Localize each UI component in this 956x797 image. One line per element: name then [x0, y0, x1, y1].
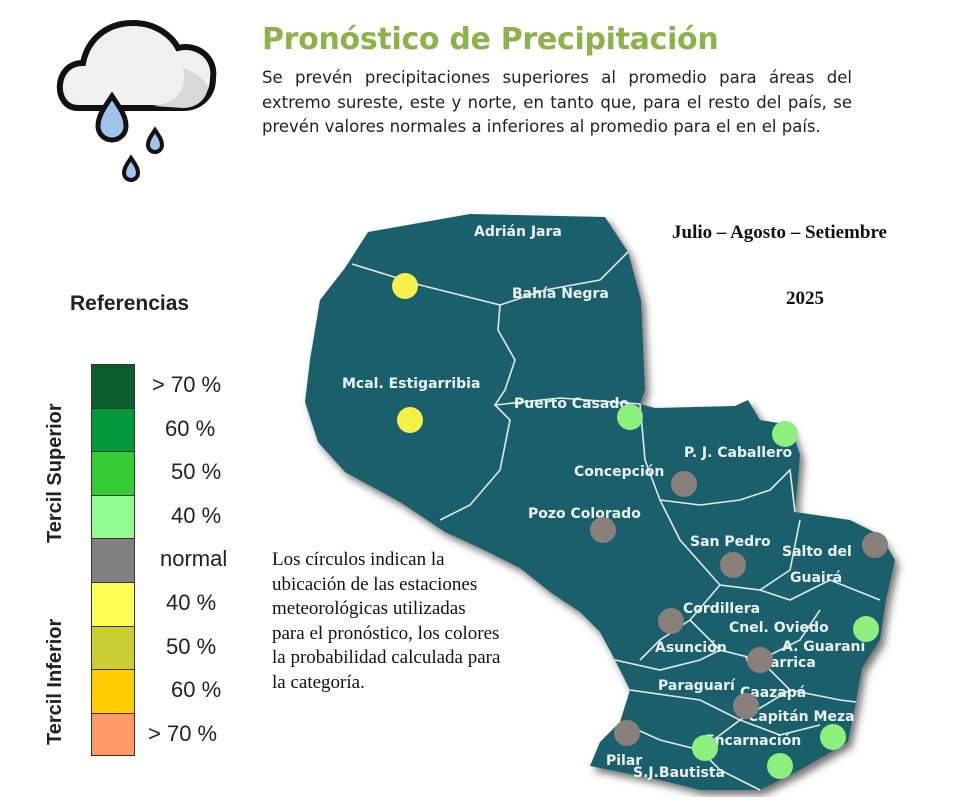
map-outline — [305, 214, 895, 790]
map-place-label: Adrián Jara — [474, 224, 562, 240]
legend-label: normal — [160, 546, 228, 572]
map-place-label: Salto del — [782, 544, 852, 560]
station-marker — [397, 407, 423, 433]
map-place-label: Pilar — [606, 753, 642, 769]
legend-label: 40 % — [166, 590, 217, 615]
legend-label: 60 % — [165, 415, 216, 441]
map-place-label: Puerto Casado — [514, 396, 629, 412]
station-marker — [747, 647, 773, 673]
station-marker — [853, 616, 879, 642]
legend-swatch — [91, 669, 135, 713]
legend-swatch — [91, 581, 135, 626]
station-marker — [820, 724, 846, 750]
legend-color-scale — [91, 364, 135, 757]
legend-swatch — [91, 451, 135, 495]
legend-label: 50 % — [171, 459, 222, 485]
map-place-label: P. J. Caballero — [684, 445, 792, 461]
legend-label: > 70 % — [152, 372, 222, 397]
legend-upper-tercile-label: Tercil Superior — [44, 403, 66, 543]
map-place-label: Concepción — [574, 464, 664, 480]
station-marker — [658, 608, 684, 634]
forecast-description: Se prevén precipitaciones superiores al … — [262, 68, 852, 136]
legend-swatch — [91, 538, 135, 582]
map-note: Los círculos indican la ubicación de las… — [272, 549, 501, 693]
legend-swatch — [91, 407, 135, 452]
station-marker — [392, 273, 418, 299]
legend-label: 50 % — [166, 633, 217, 659]
map-place-label: Pozo Colorado — [528, 506, 641, 522]
station-marker — [862, 532, 888, 558]
rain-cloud-icon — [48, 8, 218, 193]
station-marker — [617, 404, 643, 430]
station-marker — [720, 552, 746, 578]
map-place-label: Paraguarí — [658, 678, 736, 694]
map-place-label: Cordillera — [683, 601, 760, 617]
department-borders — [351, 251, 881, 791]
legend-label: 60 % — [171, 677, 222, 703]
legend-title: Referencias — [70, 292, 190, 315]
legend-label: 40 % — [171, 502, 222, 528]
map-place-label: S.J.Bautista — [633, 765, 725, 781]
map-place-label: Guairá — [790, 570, 842, 586]
map-place-label: Encarnación — [705, 733, 801, 749]
forecast-year: 2025 — [786, 288, 824, 309]
page-title: Pronóstico de Precipitación — [262, 22, 719, 57]
map-place-label: A. Guaraní — [782, 639, 867, 655]
map-place-label: Cnel. Oviedo — [729, 620, 829, 636]
station-marker — [590, 517, 616, 543]
station-marker — [772, 421, 798, 447]
map-place-label: San Pedro — [690, 534, 771, 550]
forecast-period: Julio – Agosto – Setiembre — [672, 222, 887, 243]
map-place-label: Bahía Negra — [512, 286, 609, 302]
legend-swatch — [91, 625, 135, 670]
station-marker — [733, 693, 759, 719]
legend-lower-tercile-label: Tercil Inferior — [44, 618, 66, 745]
legend-swatch — [91, 364, 135, 408]
station-marker — [614, 720, 640, 746]
legend-label: > 70 % — [148, 720, 218, 746]
map-place-label: Mcal. Estigarribia — [342, 376, 480, 392]
legend-swatch — [91, 494, 135, 539]
map-place-label: Capitán Meza — [748, 709, 855, 725]
map-place-label: Asunción — [655, 640, 727, 656]
station-marker — [767, 753, 793, 779]
map-place-label: Caazapá — [740, 685, 806, 701]
station-marker — [671, 471, 697, 497]
legend-swatch — [91, 712, 135, 757]
station-marker — [692, 735, 718, 761]
